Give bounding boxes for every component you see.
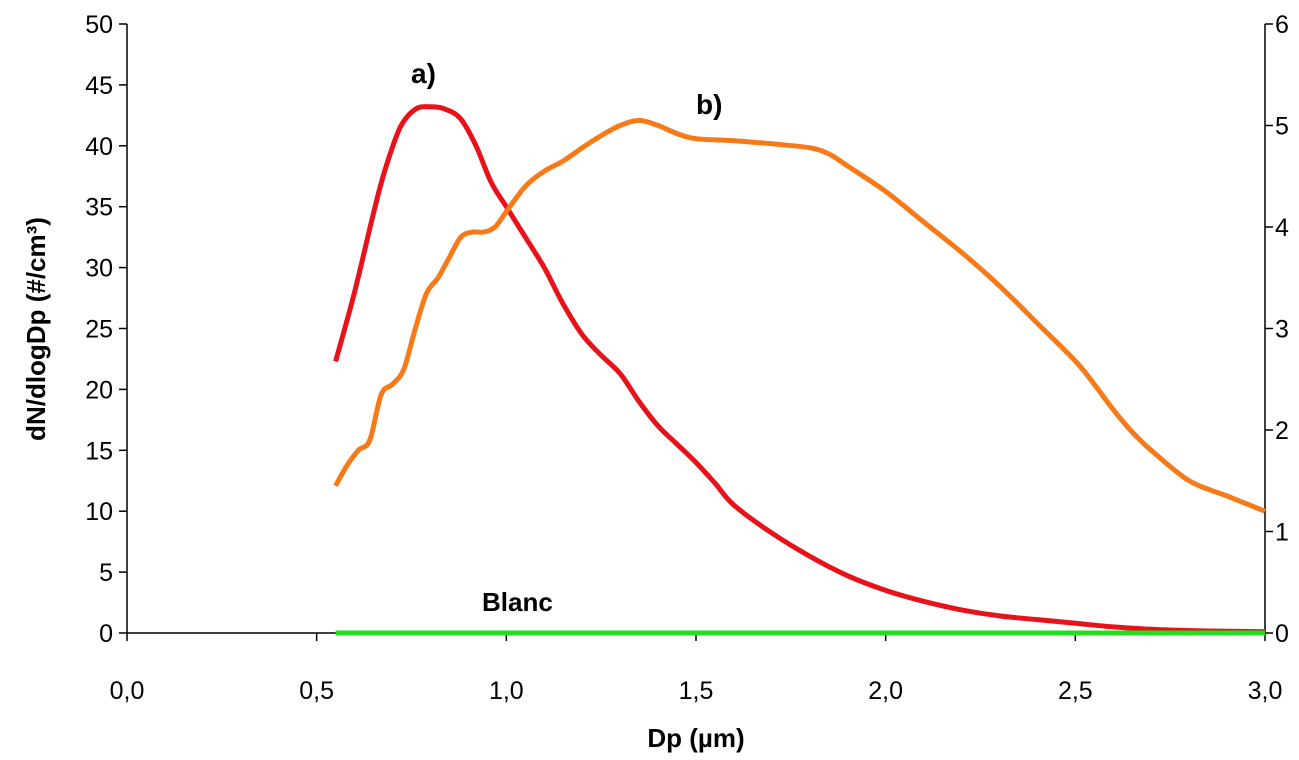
y-tick-label-left: 45 (85, 72, 113, 100)
y-tick-label-left: 40 (85, 133, 113, 161)
series-blanc-label: Blanc (482, 587, 553, 617)
x-tick-label: 0,5 (299, 677, 334, 705)
y-tick-label-right: 5 (1275, 113, 1289, 141)
y-tick-label-left: 10 (85, 498, 113, 526)
series-layer (336, 107, 1265, 633)
x-tick-label: 1,0 (489, 677, 524, 705)
y-axis-title: dN/dlogDp (#/cm³) (21, 217, 51, 441)
x-tick-label: 0,0 (110, 677, 145, 705)
y-tick-label-left: 20 (85, 376, 113, 404)
series-b-line (336, 120, 1265, 511)
x-tick-label: 1,5 (679, 677, 714, 705)
y-tick-label-left: 35 (85, 194, 113, 222)
y-tick-label-right: 3 (1275, 316, 1289, 344)
y-tick-label-right: 4 (1275, 214, 1289, 242)
y-tick-label-right: 0 (1275, 620, 1289, 648)
series-a-line (336, 107, 1265, 632)
y-tick-label-left: 25 (85, 316, 113, 344)
y-tick-label-right: 6 (1275, 11, 1289, 39)
y-tick-label-left: 30 (85, 255, 113, 283)
x-axis-title: Dp (µm) (647, 723, 744, 753)
x-tick-label: 3,0 (1248, 677, 1283, 705)
y-ticks-right: 0 1 2 3 4 5 6 (1265, 11, 1289, 648)
y-tick-label-left: 5 (99, 559, 113, 587)
y-tick-label-right: 1 (1275, 519, 1289, 547)
y-tick-label-left: 15 (85, 437, 113, 465)
y-tick-label-right: 2 (1275, 417, 1289, 445)
series-a-label: a) (411, 58, 436, 89)
x-tick-label: 2,0 (868, 677, 903, 705)
series-b-label: b) (696, 89, 722, 120)
x-ticks: 0,0 0,5 1,0 1,5 2,0 2,5 3,0 (110, 633, 1283, 705)
y-tick-label-left: 50 (85, 11, 113, 39)
x-tick-label: 2,5 (1058, 677, 1093, 705)
y-tick-label-left: 0 (99, 620, 113, 648)
y-ticks-left: 0 5 10 15 20 25 30 35 40 45 50 (85, 11, 127, 648)
